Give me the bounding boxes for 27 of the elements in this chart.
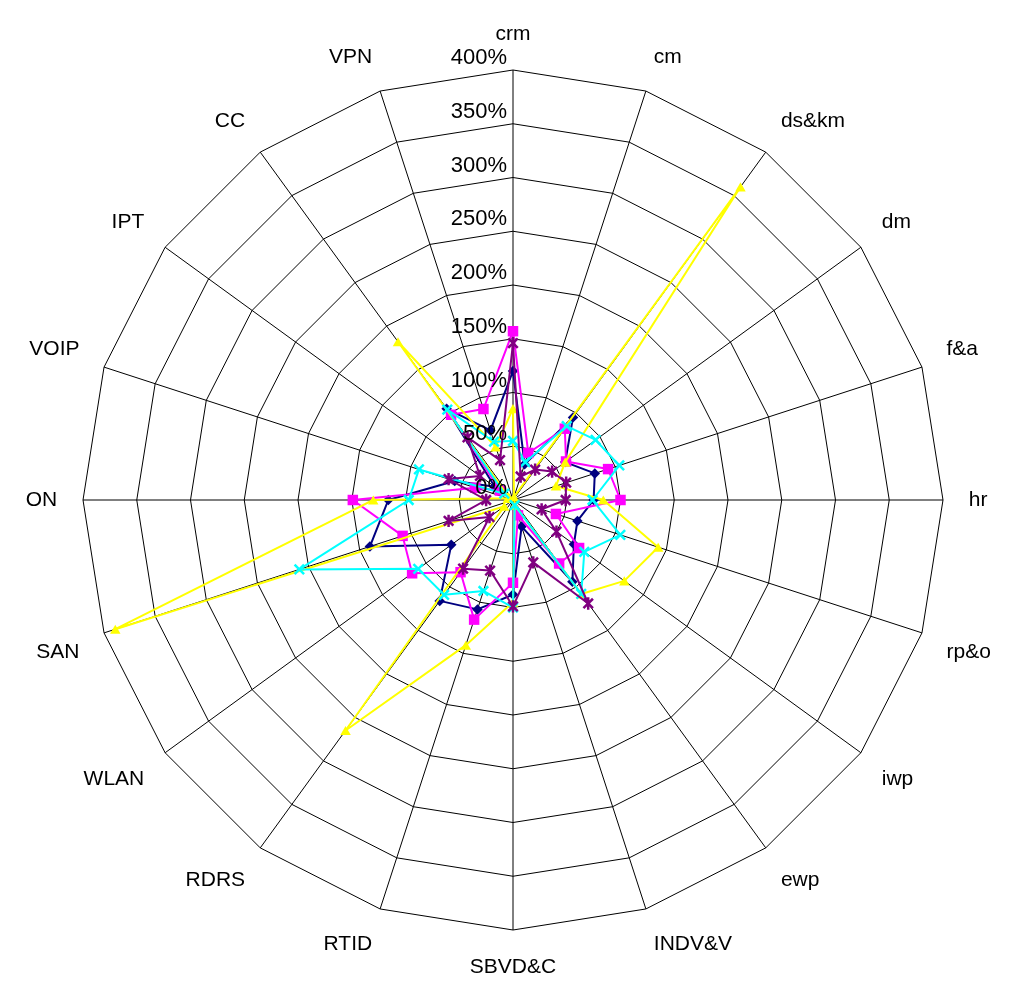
- spoke-label: f&a: [946, 336, 979, 360]
- spoke-label: WLAN: [83, 765, 145, 789]
- y-tick-label: 250%: [450, 205, 507, 231]
- spoke-label: ds&km: [780, 108, 846, 132]
- spoke-label: SAN: [36, 638, 80, 662]
- spoke-label: RDRS: [185, 866, 246, 890]
- spoke-label: crm: [495, 21, 531, 45]
- spoke-label: CC: [214, 108, 246, 132]
- y-tick-label: 350%: [450, 97, 507, 123]
- spoke-label: ON: [25, 487, 58, 510]
- spoke-label: hr: [968, 487, 988, 510]
- spoke-label: IPT: [111, 209, 145, 233]
- y-tick-label: 300%: [450, 151, 507, 177]
- spoke-label: rp&o: [946, 638, 991, 662]
- spoke-label: VPN: [328, 43, 373, 67]
- spoke-label: VOIP: [29, 336, 80, 360]
- spoke-label: cm: [653, 43, 682, 67]
- spoke-label: dm: [881, 209, 911, 233]
- y-tick-label: 0%: [475, 474, 507, 499]
- spoke-label: RTID: [323, 931, 373, 955]
- y-tick-label: 400%: [450, 44, 507, 69]
- y-tick-label: 200%: [450, 259, 507, 284]
- spoke-label: INDV&V: [653, 931, 733, 955]
- y-tick-label: 150%: [450, 312, 507, 338]
- spoke-label: ewp: [780, 866, 820, 890]
- spoke-label: iwp: [881, 765, 914, 789]
- spoke-label: SBVD&C: [469, 953, 557, 977]
